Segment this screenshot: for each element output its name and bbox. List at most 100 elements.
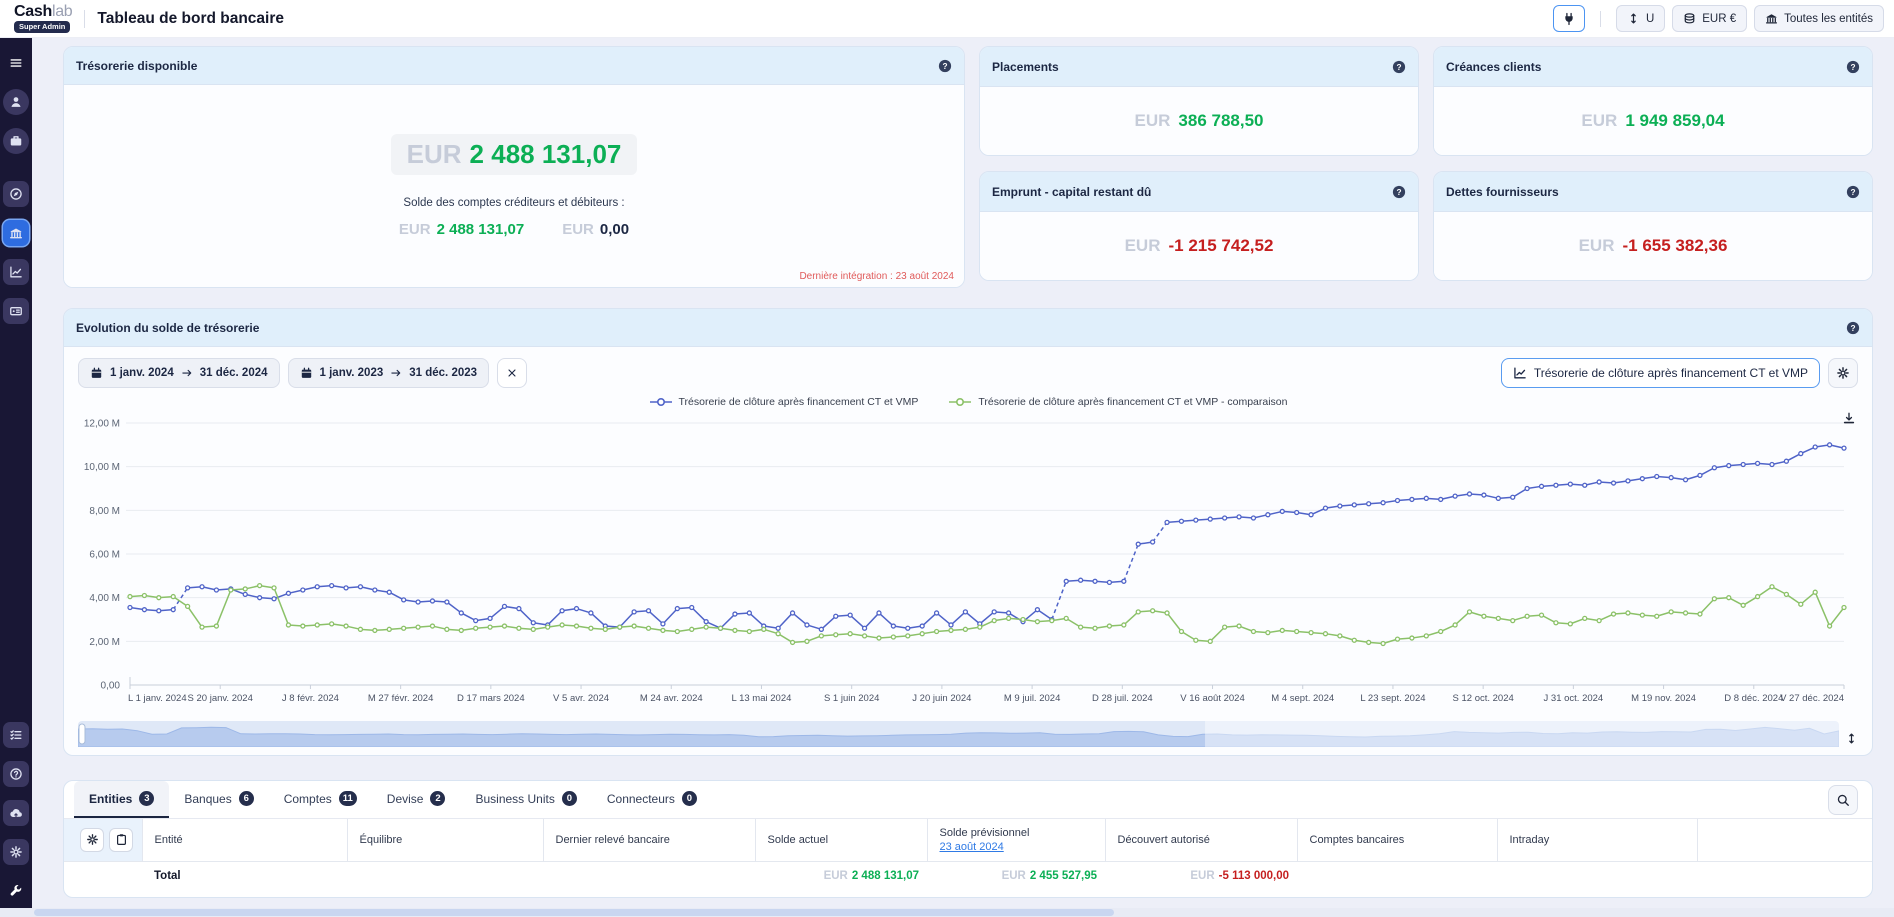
column-header-decouvert_autorise: Découvert autorisé [1105,819,1297,861]
briefcase-icon [9,134,23,148]
tabs-row: Entities3Banques6Comptes11Devise2Busines… [64,781,1872,819]
total-solde_actuel: EUR2 488 131,07 [755,861,927,891]
date-end: 31 déc. 2023 [409,367,477,379]
entities-selector-button[interactable]: Toutes les entités [1754,5,1884,32]
tab-connecteurs[interactable]: Connecteurs0 [592,781,712,818]
tab-count-badge: 2 [430,791,445,806]
tab-comptes[interactable]: Comptes11 [269,781,372,818]
download-icon[interactable] [1842,411,1856,425]
copy-table-button[interactable] [109,828,133,852]
scrollbar-thumb[interactable] [34,909,1114,916]
arrow-right-icon [181,367,193,379]
legend-marker [649,397,673,407]
sidebar-item-payments[interactable] [3,298,29,324]
tab-entities[interactable]: Entities3 [74,781,169,818]
total-value: 2 488 131,07 [852,870,919,882]
legend-item-2[interactable]: Trésorerie de clôture après financement … [948,396,1287,408]
sidebar-item-analytics[interactable] [3,259,29,285]
horizontal-scrollbar[interactable] [0,908,1894,917]
column-header-entite: Entité [142,819,347,861]
sidebar-item-workspace[interactable] [3,128,29,154]
credit-balance-value: 2 488 131,07 [437,221,525,238]
tab-devise[interactable]: Devise2 [372,781,461,818]
forecast-date-link[interactable]: 23 août 2024 [940,841,1105,853]
chart-range-brush[interactable] [78,721,1839,747]
currency-selector-button[interactable]: EUR € [1672,5,1747,32]
help-icon[interactable]: ? [938,59,952,73]
chart-line-icon [9,265,23,279]
svg-text:V 27 déc. 2024: V 27 déc. 2024 [1780,693,1844,704]
clear-comparison-button[interactable] [497,358,527,388]
svg-text:8,00 M: 8,00 M [89,506,120,517]
brush-handle[interactable] [79,724,85,744]
main-balance: EUR2 488 131,07 [391,134,638,175]
svg-text:L 13 mai 2024: L 13 mai 2024 [732,693,792,704]
search-button[interactable] [1828,785,1858,815]
column-header-solde_previsionnel: Solde prévisionnel23 août 2024 [927,819,1105,861]
tab-label: Business Units [475,792,554,806]
total-label: Total [154,870,181,882]
date-range-filter-1[interactable]: 1 janv. 202431 déc. 2024 [78,358,280,388]
svg-text:V 16 août 2024: V 16 août 2024 [1180,693,1244,704]
help-icon [9,767,23,781]
sidebar-item-menu[interactable] [3,50,29,76]
svg-text:M 27 févr. 2024: M 27 févr. 2024 [368,693,433,704]
help-icon[interactable]: ? [1846,185,1860,199]
svg-text:J 8 févr. 2024: J 8 févr. 2024 [282,693,339,704]
currency-prefix: EUR [1581,111,1617,131]
card-header: Créances clients? [1434,47,1872,87]
treasury-chart[interactable]: 0,002,00 M4,00 M6,00 M8,00 M10,00 M12,00… [78,411,1858,719]
tab-banques[interactable]: Banques6 [169,781,268,818]
svg-text:2,00 M: 2,00 M [89,637,120,648]
help-icon[interactable]: ? [1392,60,1406,74]
chart-settings-button[interactable] [1828,358,1858,388]
unit-toggle-button[interactable]: U [1616,5,1665,32]
gear-icon [1836,366,1850,380]
connection-status-button[interactable] [1553,5,1585,32]
tab-business-units[interactable]: Business Units0 [460,781,591,818]
sidebar-item-tools[interactable] [3,878,29,904]
brush-row [78,721,1858,747]
sidebar-item-tasks[interactable] [3,722,29,748]
card-header: Evolution du solde de trésorerie ? [64,309,1872,347]
column-header-extra [1697,819,1873,861]
entities-table: EntitéÉquilibreDernier relevé bancaireSo… [64,819,1873,891]
svg-text:D 17 mars 2024: D 17 mars 2024 [457,693,525,704]
legend-item-1[interactable]: Trésorerie de clôture après financement … [649,396,919,408]
help-icon[interactable]: ? [1846,60,1860,74]
currency-prefix: EUR [399,221,431,238]
brush-svg [78,721,1839,747]
app-logo[interactable]: Cashlab Super Admin [14,4,72,33]
card-header: Trésorerie disponible ? [64,47,964,85]
svg-text:J 31 oct. 2024: J 31 oct. 2024 [1544,693,1604,704]
series-toggle-button[interactable]: Trésorerie de clôture après financement … [1501,358,1820,388]
cloud-upload-icon [9,806,23,820]
column-header-comptes_bancaires: Comptes bancaires [1297,819,1497,861]
card-body: EUR2 488 131,07 Solde des comptes crédit… [64,85,964,287]
table-settings-button[interactable] [80,828,104,852]
help-icon[interactable]: ? [1392,185,1406,199]
sidebar-item-banking-dashboard[interactable] [3,220,29,246]
svg-text:S 12 oct. 2024: S 12 oct. 2024 [1453,693,1514,704]
plug-icon [1562,12,1576,26]
card-body: EUR-1 655 382,36 [1434,212,1872,280]
page-title: Tableau de bord bancaire [97,10,284,28]
card-title: Emprunt - capital restant dû [992,185,1151,199]
date-start: 1 janv. 2024 [110,367,174,379]
currency-prefix: EUR [1135,111,1171,131]
sidebar-item-settings[interactable] [3,839,29,865]
compass-icon [9,187,23,201]
brand-wordmark: Cashlab [14,4,72,20]
svg-text:10,00 M: 10,00 M [84,462,120,473]
date-range-filter-2[interactable]: 1 janv. 202331 déc. 2023 [288,358,490,388]
expand-icon[interactable] [1845,732,1858,745]
calendar-icon [300,367,313,380]
sidebar-item-import[interactable] [3,800,29,826]
sidebar-item-profile[interactable] [3,89,29,115]
sidebar-item-explore[interactable] [3,181,29,207]
help-icon[interactable]: ? [1846,321,1860,335]
debit-balance: EUR0,00 [562,221,629,238]
sidebar-item-help[interactable] [3,761,29,787]
menu-icon [9,56,23,70]
treasury-evolution-card: Evolution du solde de trésorerie ? 1 jan… [63,308,1873,756]
